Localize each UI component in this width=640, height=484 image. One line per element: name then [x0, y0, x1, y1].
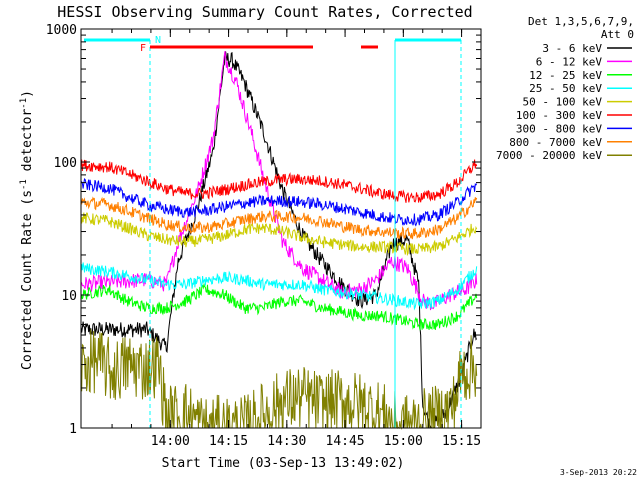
overlay-layer: FN [84, 35, 462, 428]
y-axis-label-part3: ) [20, 90, 35, 98]
series-line-5 [80, 212, 478, 257]
legend-title-line2: Att 0 [601, 28, 634, 41]
legend-entry-label: 7000 - 20000 keV [496, 149, 602, 162]
series-line-4 [80, 262, 478, 311]
x-tick-label: 14:15 [209, 434, 248, 449]
series-line-7 [80, 178, 478, 227]
plot-frame [80, 28, 482, 429]
y-axis-label-part2: detector [20, 109, 35, 180]
x-tick-label: 14:30 [267, 434, 306, 449]
y-tick-label: 1000 [46, 23, 77, 38]
chart-title: HESSI Observing Summary Count Rates, Cor… [57, 3, 472, 21]
date-stamp: 3-Sep-2013 20:22 [560, 468, 637, 477]
ticks-layer: 14:00 14:15 14:30 14:45 15:00 15:15 1 10 100 1000 [46, 23, 482, 449]
legend-title-line1: Det 1,3,5,6,7,9, [528, 15, 634, 28]
series-line-8 [80, 196, 478, 240]
y-axis-label-sup1: -1 [19, 179, 29, 190]
y-axis-label: Corrected Count Rate (s-1 detector-1) [19, 90, 35, 370]
legend-entry-label: 25 - 50 keV [529, 82, 602, 95]
flare-marker-label: F [140, 43, 146, 54]
legend-entry-label: 300 - 800 keV [516, 122, 602, 135]
legend-entry-label: 6 - 12 keV [536, 55, 603, 68]
y-tick-label: 1 [69, 422, 77, 437]
legend-entry-label: 800 - 7000 keV [509, 136, 602, 149]
x-axis-label: Start Time (03-Sep-13 13:49:02) [162, 456, 405, 471]
legend-entry-label: 12 - 25 keV [529, 69, 602, 82]
series-line-3 [80, 282, 478, 331]
x-tick-label: 14:45 [326, 434, 365, 449]
legend-entry-label: 50 - 100 keV [523, 96, 603, 109]
plot-area: FN 14:00 14:15 14:30 14:45 15:00 15:151101001… [46, 23, 482, 449]
legend-entry-label: 3 - 6 keV [542, 42, 602, 55]
y-axis-label-sup2: -1 [19, 98, 29, 109]
x-tick-label: 15:00 [384, 434, 423, 449]
y-tick-label: 10 [61, 289, 77, 304]
x-tick-label: 15:15 [442, 434, 481, 449]
series-line-6 [80, 159, 478, 203]
x-tick-label: 14:00 [151, 434, 190, 449]
y-axis-label-part1: Corrected Count Rate (s [20, 190, 35, 370]
y-tick-label: 100 [54, 156, 77, 171]
legend-entry-label: 100 - 300 keV [516, 109, 602, 122]
night-marker-label: N [155, 35, 161, 46]
